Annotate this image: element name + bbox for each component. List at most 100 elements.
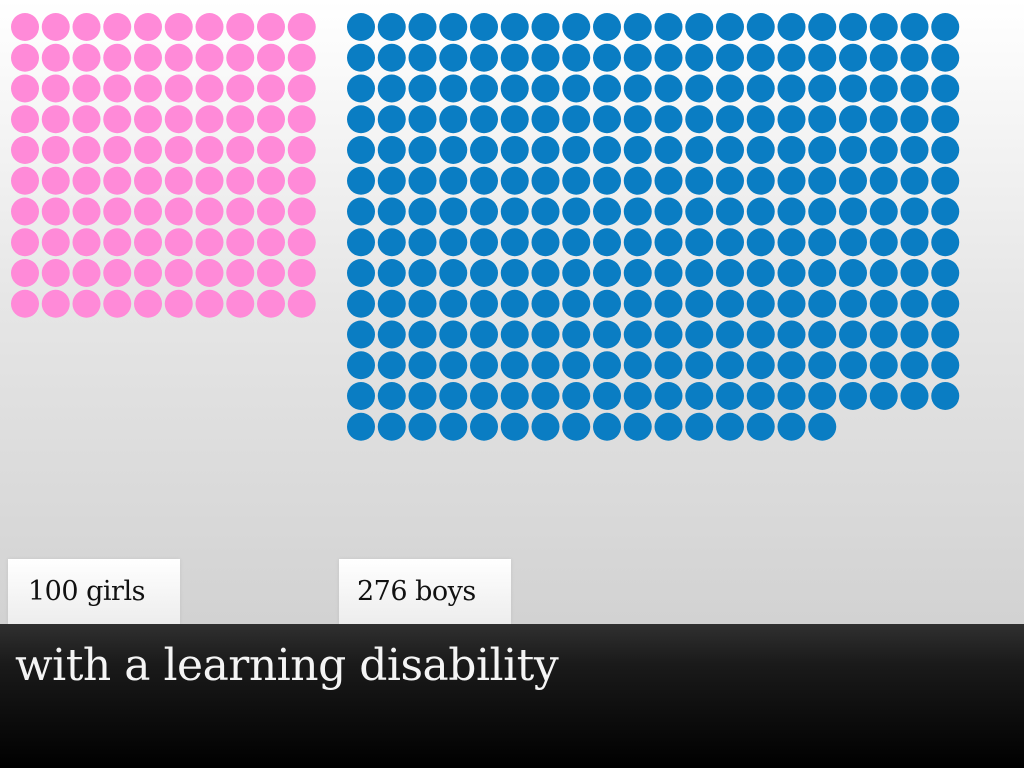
boys-dot bbox=[716, 228, 744, 257]
boys-dot bbox=[531, 412, 560, 441]
boys-dot bbox=[531, 166, 560, 195]
girls-dot bbox=[164, 74, 193, 103]
girls-dot bbox=[257, 228, 285, 257]
boys-dot bbox=[347, 320, 375, 349]
boys-dot bbox=[777, 351, 806, 380]
boys-dot bbox=[408, 382, 437, 410]
boys-dot bbox=[839, 166, 867, 195]
boys-dot bbox=[408, 228, 437, 257]
boys-dot bbox=[900, 74, 929, 103]
boys-dot bbox=[685, 105, 714, 134]
boys-dot bbox=[500, 289, 529, 318]
boys-dot bbox=[931, 136, 960, 164]
boys-dot bbox=[900, 259, 929, 287]
girls-dot bbox=[287, 13, 316, 41]
waffle-chart bbox=[11, 13, 960, 441]
boys-dot bbox=[716, 136, 744, 164]
girls-dot bbox=[226, 136, 255, 164]
boys-dot bbox=[531, 136, 560, 164]
girls-dot bbox=[257, 259, 285, 287]
girls-dot bbox=[72, 74, 101, 103]
girls-dot bbox=[195, 197, 224, 226]
girls-dot bbox=[103, 228, 132, 257]
girls-dot bbox=[72, 43, 101, 72]
boys-dot bbox=[746, 166, 775, 195]
boys-dot bbox=[808, 136, 837, 164]
boys-dot bbox=[500, 320, 529, 349]
boys-dot bbox=[716, 351, 744, 380]
boys-dot bbox=[347, 166, 375, 195]
boys-dot bbox=[654, 228, 683, 257]
girls-dot bbox=[134, 289, 162, 318]
boys-dot-group bbox=[347, 13, 960, 441]
girls-dot bbox=[257, 105, 285, 134]
boys-dot bbox=[777, 259, 806, 287]
boys-dot bbox=[470, 289, 498, 318]
boys-dot bbox=[377, 228, 406, 257]
boys-dot bbox=[593, 166, 621, 195]
boys-dot bbox=[931, 289, 960, 318]
boys-dot bbox=[623, 74, 652, 103]
boys-dot bbox=[869, 43, 898, 72]
girls-dot bbox=[287, 228, 316, 257]
boys-dot bbox=[654, 43, 683, 72]
boys-dot bbox=[685, 320, 714, 349]
boys-dot bbox=[931, 259, 960, 287]
boys-dot bbox=[408, 197, 437, 226]
girls-dot bbox=[41, 197, 70, 226]
boys-dot bbox=[470, 412, 498, 441]
boys-dot bbox=[562, 228, 591, 257]
girls-dot bbox=[134, 43, 162, 72]
girls-dot bbox=[134, 74, 162, 103]
girls-dot bbox=[72, 166, 101, 195]
boys-dot bbox=[654, 166, 683, 195]
boys-dot bbox=[746, 320, 775, 349]
boys-dot bbox=[377, 289, 406, 318]
boys-dot bbox=[685, 412, 714, 441]
boys-dot bbox=[347, 228, 375, 257]
boys-dot bbox=[347, 105, 375, 134]
boys-dot bbox=[808, 259, 837, 287]
girls-dot bbox=[103, 13, 132, 41]
boys-dot bbox=[900, 351, 929, 380]
boys-dot bbox=[408, 259, 437, 287]
boys-dot bbox=[808, 228, 837, 257]
boys-dot bbox=[470, 382, 498, 410]
boys-dot bbox=[900, 197, 929, 226]
boys-dot bbox=[623, 382, 652, 410]
boys-dot bbox=[531, 351, 560, 380]
girls-dot bbox=[257, 13, 285, 41]
girls-dot bbox=[195, 259, 224, 287]
boys-dot bbox=[623, 13, 652, 41]
girls-dot bbox=[72, 197, 101, 226]
boys-dot bbox=[654, 259, 683, 287]
boys-dot bbox=[500, 136, 529, 164]
boys-dot bbox=[500, 412, 529, 441]
boys-count-label: 276 boys bbox=[339, 559, 511, 624]
girls-dot bbox=[72, 13, 101, 41]
girls-dot bbox=[11, 166, 39, 195]
caption-text: with a learning disability bbox=[15, 640, 559, 691]
boys-dot bbox=[716, 382, 744, 410]
boys-dot bbox=[900, 289, 929, 318]
boys-dot bbox=[593, 259, 621, 287]
boys-dot bbox=[470, 351, 498, 380]
boys-dot bbox=[623, 259, 652, 287]
girls-dot bbox=[195, 228, 224, 257]
girls-dot bbox=[11, 259, 39, 287]
girls-dot bbox=[41, 43, 70, 72]
boys-dot bbox=[439, 320, 468, 349]
boys-dot bbox=[562, 259, 591, 287]
boys-dot bbox=[777, 289, 806, 318]
boys-dot bbox=[408, 43, 437, 72]
boys-dot bbox=[839, 382, 867, 410]
boys-dot bbox=[470, 43, 498, 72]
boys-count-text: 276 boys bbox=[357, 576, 476, 607]
girls-dot bbox=[257, 74, 285, 103]
girls-count-label: 100 girls bbox=[8, 559, 180, 624]
girls-dot bbox=[195, 43, 224, 72]
boys-dot bbox=[685, 289, 714, 318]
boys-dot bbox=[593, 351, 621, 380]
boys-dot bbox=[716, 13, 744, 41]
boys-dot bbox=[531, 289, 560, 318]
